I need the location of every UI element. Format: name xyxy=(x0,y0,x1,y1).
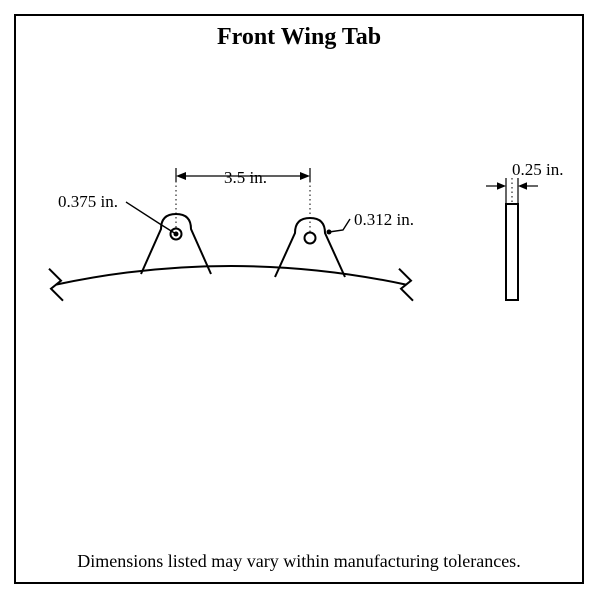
dim-hole: 0.375 in. xyxy=(58,192,118,212)
dim-thickness: 0.25 in. xyxy=(512,160,563,180)
drawing-footer: Dimensions listed may vary within manufa… xyxy=(16,551,582,572)
dim-spacing: 3.5 in. xyxy=(224,168,267,188)
drawing-canvas xyxy=(16,16,582,582)
drawing-frame: Front Wing Tab 3.5 i xyxy=(14,14,584,584)
dim-tab-width: 0.312 in. xyxy=(354,210,414,230)
